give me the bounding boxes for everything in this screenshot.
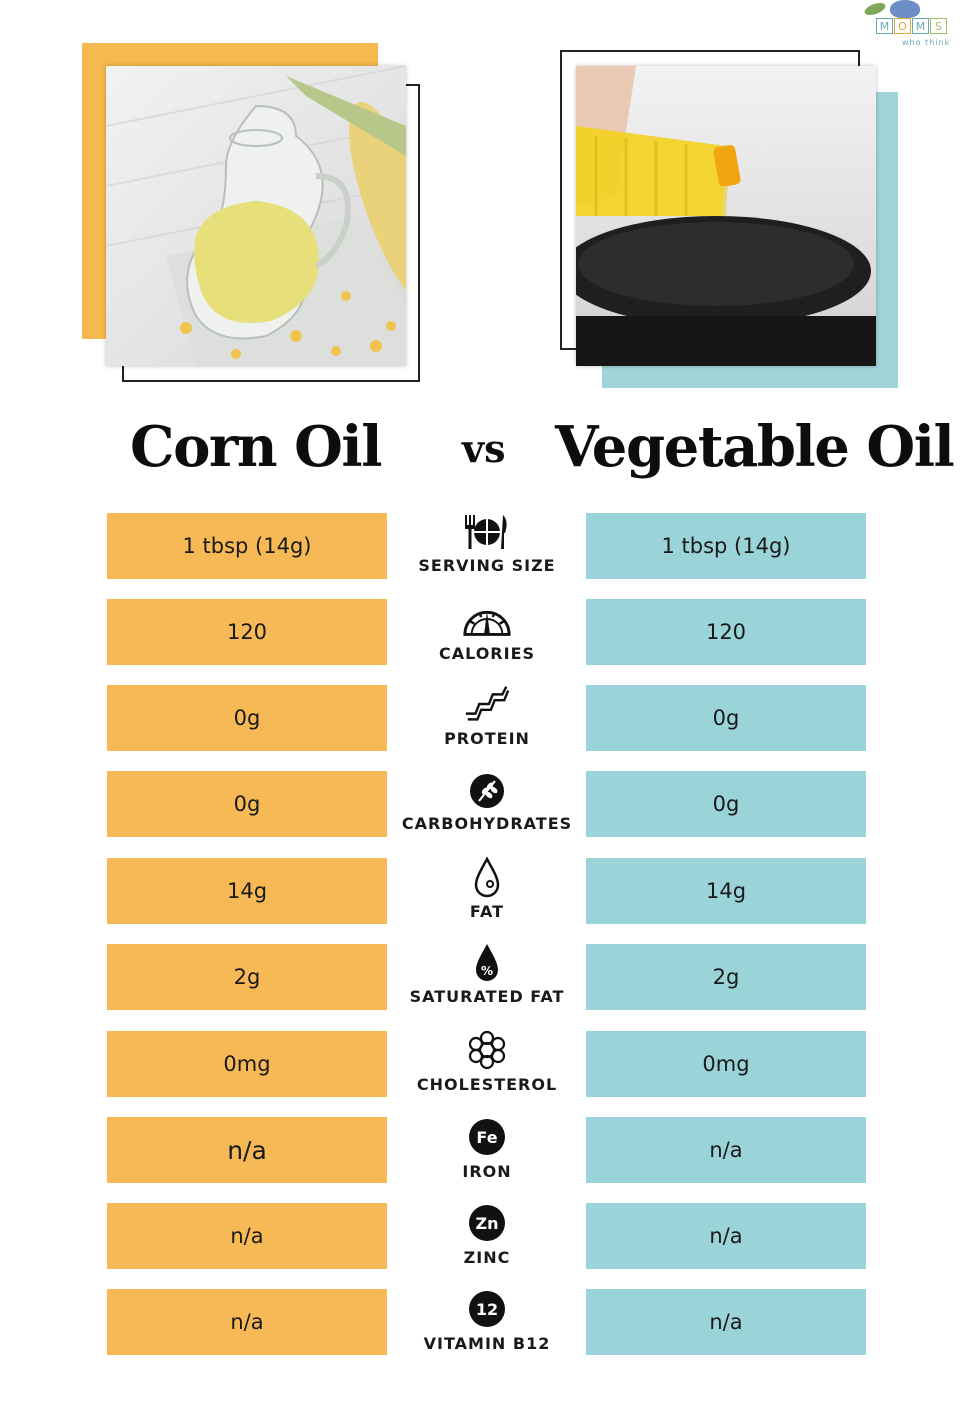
iron-badge: Fe — [469, 1119, 505, 1155]
corn-value-cell: 1 tbsp (14g) — [107, 513, 387, 579]
corn-value-cell: 2g — [107, 944, 387, 1010]
corn-value-cell: 0g — [107, 685, 387, 751]
vs-label: vs — [462, 426, 506, 471]
nutrient-label: PROTEIN — [444, 729, 530, 748]
nutrient-label: CALORIES — [438, 644, 536, 663]
moms-who-think-logo: M O M S who think — [862, 0, 962, 55]
vitamin-b12-icon: 12 — [462, 1288, 512, 1330]
nutrient-serving-size: SERVING SIZE — [395, 510, 579, 588]
corn-value-cell: n/a — [107, 1117, 387, 1183]
vegetable-value-cell: 14g — [586, 858, 866, 924]
nutrient-carbohydrates: CARBOHYDRATES — [395, 768, 579, 846]
vegetable-value-cell: 120 — [586, 599, 866, 665]
nutrient-saturated-fat: % SATURATED FAT — [395, 941, 579, 1019]
cholesterol-icon — [462, 1029, 512, 1071]
nutrient-protein: PROTEIN — [395, 683, 579, 761]
corn-oil-photo — [106, 66, 406, 366]
gauge-icon — [462, 598, 512, 640]
nutrient-zinc: Zn ZINC — [395, 1202, 579, 1280]
nutrient-label: VITAMIN B12 — [423, 1334, 551, 1353]
nutrient-calories: CALORIES — [395, 598, 579, 676]
nutrient-label: SATURATED FAT — [409, 987, 565, 1006]
drop-percent-icon: % — [462, 941, 512, 983]
corn-value-cell: 0g — [107, 771, 387, 837]
logo-letter: M — [876, 18, 893, 34]
corn-value-cell: 14g — [107, 858, 387, 924]
vitamin-b12-badge: 12 — [469, 1291, 505, 1327]
oil-pouring-pan-illustration — [576, 66, 876, 366]
drop-icon — [462, 856, 512, 898]
zinc-icon: Zn — [462, 1202, 512, 1244]
leaf-graphic — [862, 0, 888, 18]
corn-value-cell: 0mg — [107, 1031, 387, 1097]
corn-oil-jug-illustration — [106, 66, 406, 366]
nutrient-label: ZINC — [463, 1248, 511, 1267]
wheat-icon — [462, 768, 512, 810]
logo-letter: O — [894, 18, 911, 34]
vegetable-value-cell: 0g — [586, 771, 866, 837]
corn-value-cell: n/a — [107, 1289, 387, 1355]
nutrient-cholesterol: CHOLESTEROL — [395, 1029, 579, 1107]
zinc-badge: Zn — [469, 1205, 505, 1241]
vegetable-value-cell: 0g — [586, 685, 866, 751]
corn-value-cell: 120 — [107, 599, 387, 665]
vegetable-value-cell: n/a — [586, 1289, 866, 1355]
nutrient-label: SERVING SIZE — [418, 556, 556, 575]
nutrient-vitamin-b12: 12 VITAMIN B12 — [395, 1288, 579, 1366]
nutrient-fat: FAT — [395, 856, 579, 934]
logo-letter: S — [930, 18, 947, 34]
logo-letter: M — [912, 18, 929, 34]
vegetable-value-cell: 2g — [586, 944, 866, 1010]
corn-oil-title: Corn Oil — [130, 414, 382, 480]
vegetable-value-cell: n/a — [586, 1203, 866, 1269]
nutrient-iron: Fe IRON — [395, 1116, 579, 1194]
nutrient-label: IRON — [462, 1162, 512, 1181]
cutlery-plate-icon — [462, 510, 512, 552]
bird-graphic — [890, 0, 920, 18]
nutrient-label: CHOLESTEROL — [416, 1075, 558, 1094]
vegetable-value-cell: 0mg — [586, 1031, 866, 1097]
svg-text:%: % — [481, 964, 493, 978]
iron-icon: Fe — [462, 1116, 512, 1158]
vegetable-value-cell: n/a — [586, 1117, 866, 1183]
nutrient-label: FAT — [469, 902, 505, 921]
vegetable-value-cell: 1 tbsp (14g) — [586, 513, 866, 579]
corn-value-cell: n/a — [107, 1203, 387, 1269]
vegetable-oil-title: Vegetable Oil — [555, 414, 955, 480]
protein-chain-icon — [462, 683, 512, 725]
nutrient-label: CARBOHYDRATES — [401, 814, 573, 833]
vegetable-oil-photo — [576, 66, 876, 366]
logo-tagline: who think — [902, 38, 951, 47]
logo-letters: M O M S — [876, 18, 947, 34]
